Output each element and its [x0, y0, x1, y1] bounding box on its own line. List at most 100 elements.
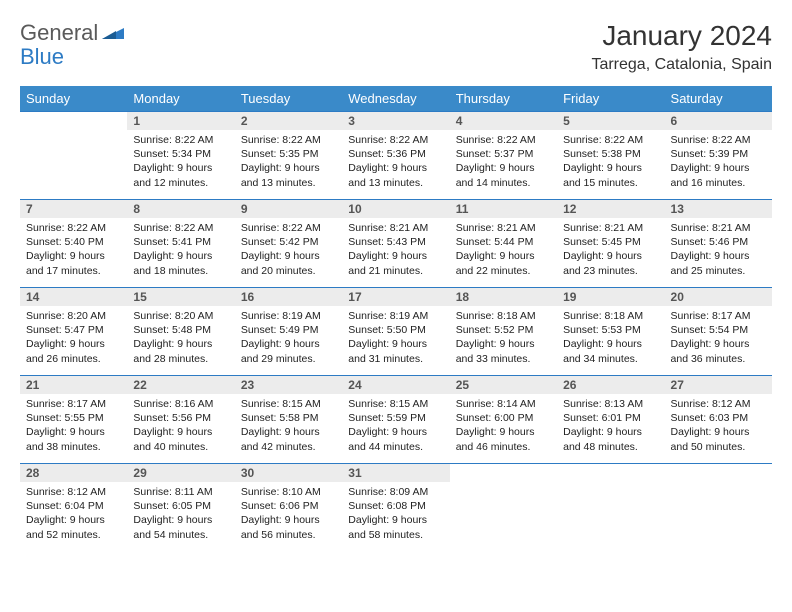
day-number: 30 — [235, 464, 342, 482]
day-number: 12 — [557, 200, 664, 218]
calendar-week-row: 21Sunrise: 8:17 AMSunset: 5:55 PMDayligh… — [20, 376, 772, 464]
day-number: 27 — [665, 376, 772, 394]
calendar-cell: 7Sunrise: 8:22 AMSunset: 5:40 PMDaylight… — [20, 200, 127, 288]
day-detail: Sunrise: 8:22 AMSunset: 5:36 PMDaylight:… — [342, 130, 449, 194]
day-detail: Sunrise: 8:18 AMSunset: 5:52 PMDaylight:… — [450, 306, 557, 370]
calendar-cell: .. — [665, 464, 772, 552]
day-detail: Sunrise: 8:17 AMSunset: 5:55 PMDaylight:… — [20, 394, 127, 458]
weekday-header: Wednesday — [342, 86, 449, 112]
day-detail: Sunrise: 8:20 AMSunset: 5:47 PMDaylight:… — [20, 306, 127, 370]
calendar-cell: 18Sunrise: 8:18 AMSunset: 5:52 PMDayligh… — [450, 288, 557, 376]
day-detail: Sunrise: 8:21 AMSunset: 5:44 PMDaylight:… — [450, 218, 557, 282]
calendar-cell: 1Sunrise: 8:22 AMSunset: 5:34 PMDaylight… — [127, 112, 234, 200]
day-number: 31 — [342, 464, 449, 482]
calendar-cell: 24Sunrise: 8:15 AMSunset: 5:59 PMDayligh… — [342, 376, 449, 464]
calendar-cell: .. — [557, 464, 664, 552]
logo-text-general: General — [20, 20, 98, 46]
day-number: 17 — [342, 288, 449, 306]
calendar-cell: 29Sunrise: 8:11 AMSunset: 6:05 PMDayligh… — [127, 464, 234, 552]
day-detail: Sunrise: 8:10 AMSunset: 6:06 PMDaylight:… — [235, 482, 342, 546]
calendar-cell: 5Sunrise: 8:22 AMSunset: 5:38 PMDaylight… — [557, 112, 664, 200]
calendar-cell: 14Sunrise: 8:20 AMSunset: 5:47 PMDayligh… — [20, 288, 127, 376]
day-detail: Sunrise: 8:11 AMSunset: 6:05 PMDaylight:… — [127, 482, 234, 546]
day-number: 19 — [557, 288, 664, 306]
calendar-cell: 13Sunrise: 8:21 AMSunset: 5:46 PMDayligh… — [665, 200, 772, 288]
calendar-cell: 15Sunrise: 8:20 AMSunset: 5:48 PMDayligh… — [127, 288, 234, 376]
day-number: 9 — [235, 200, 342, 218]
day-number: 10 — [342, 200, 449, 218]
day-number: 25 — [450, 376, 557, 394]
day-number: 18 — [450, 288, 557, 306]
day-detail: Sunrise: 8:16 AMSunset: 5:56 PMDaylight:… — [127, 394, 234, 458]
calendar-cell: 19Sunrise: 8:18 AMSunset: 5:53 PMDayligh… — [557, 288, 664, 376]
day-detail: Sunrise: 8:22 AMSunset: 5:42 PMDaylight:… — [235, 218, 342, 282]
calendar-cell: 3Sunrise: 8:22 AMSunset: 5:36 PMDaylight… — [342, 112, 449, 200]
weekday-header: Sunday — [20, 86, 127, 112]
day-detail: Sunrise: 8:21 AMSunset: 5:46 PMDaylight:… — [665, 218, 772, 282]
day-detail: Sunrise: 8:22 AMSunset: 5:37 PMDaylight:… — [450, 130, 557, 194]
calendar-cell: 12Sunrise: 8:21 AMSunset: 5:45 PMDayligh… — [557, 200, 664, 288]
logo: General — [20, 20, 126, 46]
calendar-week-row: 7Sunrise: 8:22 AMSunset: 5:40 PMDaylight… — [20, 200, 772, 288]
calendar-cell: 27Sunrise: 8:12 AMSunset: 6:03 PMDayligh… — [665, 376, 772, 464]
day-detail: Sunrise: 8:12 AMSunset: 6:03 PMDaylight:… — [665, 394, 772, 458]
calendar-cell: 16Sunrise: 8:19 AMSunset: 5:49 PMDayligh… — [235, 288, 342, 376]
calendar-cell: 22Sunrise: 8:16 AMSunset: 5:56 PMDayligh… — [127, 376, 234, 464]
calendar-cell: 10Sunrise: 8:21 AMSunset: 5:43 PMDayligh… — [342, 200, 449, 288]
calendar-cell: 26Sunrise: 8:13 AMSunset: 6:01 PMDayligh… — [557, 376, 664, 464]
day-detail: Sunrise: 8:18 AMSunset: 5:53 PMDaylight:… — [557, 306, 664, 370]
day-number: 13 — [665, 200, 772, 218]
day-number: 15 — [127, 288, 234, 306]
weekday-header: Tuesday — [235, 86, 342, 112]
day-detail: Sunrise: 8:22 AMSunset: 5:38 PMDaylight:… — [557, 130, 664, 194]
day-number: 21 — [20, 376, 127, 394]
day-number: 1 — [127, 112, 234, 130]
day-number: 3 — [342, 112, 449, 130]
day-detail: Sunrise: 8:17 AMSunset: 5:54 PMDaylight:… — [665, 306, 772, 370]
day-number: 29 — [127, 464, 234, 482]
day-detail: Sunrise: 8:22 AMSunset: 5:40 PMDaylight:… — [20, 218, 127, 282]
calendar-cell: 17Sunrise: 8:19 AMSunset: 5:50 PMDayligh… — [342, 288, 449, 376]
weekday-header: Monday — [127, 86, 234, 112]
logo-blue-wrapper: Blue — [20, 44, 64, 70]
calendar-cell: .. — [450, 464, 557, 552]
day-detail: Sunrise: 8:22 AMSunset: 5:35 PMDaylight:… — [235, 130, 342, 194]
header: General January 2024 Tarrega, Catalonia,… — [20, 20, 772, 74]
day-detail: Sunrise: 8:22 AMSunset: 5:39 PMDaylight:… — [665, 130, 772, 194]
day-detail: Sunrise: 8:21 AMSunset: 5:45 PMDaylight:… — [557, 218, 664, 282]
day-number: 4 — [450, 112, 557, 130]
day-detail: Sunrise: 8:20 AMSunset: 5:48 PMDaylight:… — [127, 306, 234, 370]
calendar-cell: 6Sunrise: 8:22 AMSunset: 5:39 PMDaylight… — [665, 112, 772, 200]
day-number: 28 — [20, 464, 127, 482]
calendar-cell: 11Sunrise: 8:21 AMSunset: 5:44 PMDayligh… — [450, 200, 557, 288]
calendar-cell: .. — [20, 112, 127, 200]
calendar-header-row: SundayMondayTuesdayWednesdayThursdayFrid… — [20, 86, 772, 112]
day-detail: Sunrise: 8:21 AMSunset: 5:43 PMDaylight:… — [342, 218, 449, 282]
day-number: 23 — [235, 376, 342, 394]
logo-triangle-icon — [102, 23, 124, 44]
day-number: 6 — [665, 112, 772, 130]
day-detail: Sunrise: 8:12 AMSunset: 6:04 PMDaylight:… — [20, 482, 127, 546]
weekday-header: Friday — [557, 86, 664, 112]
day-number: 14 — [20, 288, 127, 306]
calendar-cell: 21Sunrise: 8:17 AMSunset: 5:55 PMDayligh… — [20, 376, 127, 464]
day-detail: Sunrise: 8:22 AMSunset: 5:41 PMDaylight:… — [127, 218, 234, 282]
day-detail: Sunrise: 8:19 AMSunset: 5:49 PMDaylight:… — [235, 306, 342, 370]
calendar-cell: 25Sunrise: 8:14 AMSunset: 6:00 PMDayligh… — [450, 376, 557, 464]
calendar-cell: 8Sunrise: 8:22 AMSunset: 5:41 PMDaylight… — [127, 200, 234, 288]
calendar-cell: 2Sunrise: 8:22 AMSunset: 5:35 PMDaylight… — [235, 112, 342, 200]
day-detail: Sunrise: 8:13 AMSunset: 6:01 PMDaylight:… — [557, 394, 664, 458]
weekday-header: Saturday — [665, 86, 772, 112]
day-number: 5 — [557, 112, 664, 130]
day-detail: Sunrise: 8:15 AMSunset: 5:59 PMDaylight:… — [342, 394, 449, 458]
calendar-cell: 9Sunrise: 8:22 AMSunset: 5:42 PMDaylight… — [235, 200, 342, 288]
day-number: 20 — [665, 288, 772, 306]
calendar-body: ..1Sunrise: 8:22 AMSunset: 5:34 PMDaylig… — [20, 112, 772, 552]
day-detail: Sunrise: 8:19 AMSunset: 5:50 PMDaylight:… — [342, 306, 449, 370]
calendar-cell: 31Sunrise: 8:09 AMSunset: 6:08 PMDayligh… — [342, 464, 449, 552]
location: Tarrega, Catalonia, Spain — [591, 56, 772, 74]
day-number: 16 — [235, 288, 342, 306]
month-title: January 2024 — [591, 20, 772, 52]
day-number: 24 — [342, 376, 449, 394]
day-detail: Sunrise: 8:15 AMSunset: 5:58 PMDaylight:… — [235, 394, 342, 458]
